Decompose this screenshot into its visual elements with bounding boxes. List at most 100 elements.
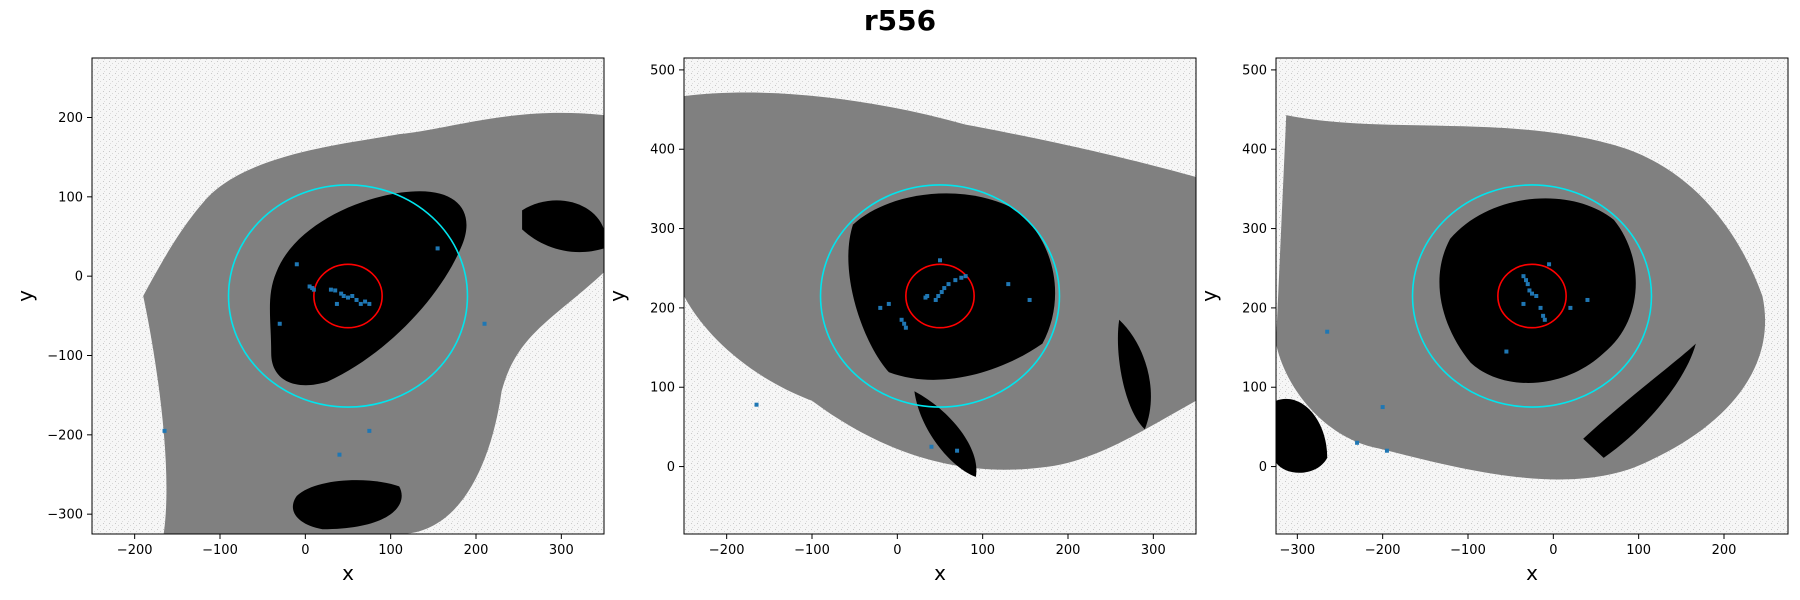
- data-point: [162, 428, 167, 433]
- data-point: [963, 274, 968, 279]
- data-point: [1027, 297, 1032, 302]
- x-tick-label: 300: [1141, 543, 1166, 558]
- y-tick-label: 200: [650, 301, 675, 316]
- data-point: [1538, 305, 1543, 310]
- data-point: [1355, 440, 1360, 445]
- y-tick-label: 200: [1242, 301, 1267, 316]
- y-tick-label: 100: [650, 381, 675, 396]
- data-point: [902, 321, 907, 326]
- x-tick-label: 100: [378, 543, 403, 558]
- inner-circle: [1497, 263, 1567, 329]
- plot-area: [684, 58, 1196, 534]
- data-point: [435, 246, 440, 251]
- black-region-1: [269, 191, 467, 386]
- y-tick-label: 400: [650, 143, 675, 158]
- y-tick-label: 300: [650, 222, 675, 237]
- data-point: [1568, 305, 1573, 310]
- x-tick-label: −100: [794, 543, 830, 558]
- y-tick-label: −200: [47, 428, 83, 443]
- x-tick-label: 200: [1056, 543, 1081, 558]
- data-point: [1547, 262, 1552, 267]
- data-point: [363, 299, 368, 304]
- black-region-2: [1276, 398, 1328, 473]
- subplot-1: −200 −100 0 100 200 300 −300 −200 −100 0 100 200 x y: [13, 57, 605, 585]
- y-axis-label: y: [13, 290, 37, 302]
- y-tick-label: 500: [650, 63, 675, 78]
- data-point: [334, 301, 339, 306]
- data-point: [339, 291, 344, 296]
- y-tick-label: 0: [667, 460, 675, 475]
- data-point: [1504, 349, 1509, 354]
- data-point: [955, 448, 960, 453]
- subplot-2: −200 −100 0 100 200 300 0 100 200 300 400 500 x y: [605, 57, 1197, 585]
- data-point: [886, 301, 891, 306]
- x-axis-label: x: [934, 561, 946, 585]
- y-axis-label: y: [605, 290, 629, 302]
- data-point: [1527, 288, 1532, 293]
- data-point: [1325, 329, 1330, 334]
- x-tick-label: 0: [1549, 543, 1557, 558]
- y-tick-label: 100: [1242, 381, 1267, 396]
- outer-circle: [1411, 184, 1653, 408]
- data-point: [1534, 294, 1539, 298]
- data-point: [754, 402, 759, 407]
- black-region-3: [1583, 343, 1696, 458]
- plot-area: [1276, 58, 1788, 534]
- data-point: [1525, 282, 1530, 287]
- y-tick-label: −100: [47, 349, 83, 364]
- data-point: [1006, 282, 1011, 287]
- data-point: [354, 297, 359, 302]
- data-point: [367, 428, 372, 433]
- x-tick-label: 0: [893, 543, 901, 558]
- y-axis-label: y: [1197, 290, 1221, 302]
- data-point: [1585, 297, 1590, 302]
- data-point: [939, 290, 944, 295]
- y-tick-label: −300: [47, 508, 83, 523]
- data-point: [294, 262, 299, 267]
- data-point: [878, 305, 883, 310]
- x-tick-label: −300: [1279, 543, 1315, 558]
- data-point: [1541, 313, 1546, 318]
- data-point: [337, 452, 342, 457]
- x-tick-label: −100: [202, 543, 238, 558]
- outer-circle: [227, 184, 469, 408]
- data-point: [333, 288, 338, 293]
- data-point: [307, 284, 312, 289]
- data-point: [923, 295, 928, 300]
- data-point: [946, 282, 951, 287]
- y-tick-label: 200: [58, 111, 83, 126]
- x-tick-label: 200: [464, 543, 489, 558]
- x-tick-label: −200: [1365, 543, 1401, 558]
- data-point: [328, 287, 333, 292]
- data-point: [350, 294, 355, 298]
- y-tick-label: 400: [1242, 143, 1267, 158]
- data-point: [1521, 274, 1526, 279]
- inner-circle: [313, 263, 383, 329]
- inner-circle: [905, 263, 975, 329]
- data-point: [1524, 278, 1529, 283]
- black-region-2: [914, 391, 977, 477]
- y-tick-label: 0: [1259, 460, 1267, 475]
- data-point: [346, 295, 350, 300]
- y-tick-label: 100: [58, 190, 83, 205]
- black-region-1: [1439, 198, 1636, 383]
- data-point: [358, 301, 363, 306]
- data-point: [1542, 317, 1547, 322]
- black-region-1: [848, 193, 1056, 380]
- y-tick-label: 0: [75, 270, 83, 285]
- data-point: [929, 444, 934, 449]
- x-tick-label: 200: [1712, 543, 1737, 558]
- x-axis-label: x: [1526, 561, 1538, 585]
- data-point: [1530, 291, 1534, 296]
- x-tick-label: −200: [709, 543, 745, 558]
- plot-area: [92, 58, 604, 534]
- x-tick-label: 100: [1626, 543, 1651, 558]
- x-tick-label: 0: [301, 543, 309, 558]
- data-point: [341, 294, 346, 298]
- data-point: [367, 301, 372, 306]
- axes-frame: [1275, 57, 1789, 535]
- x-tick-label: −100: [1450, 543, 1486, 558]
- x-tick-label: 300: [549, 543, 574, 558]
- data-point: [1521, 301, 1526, 306]
